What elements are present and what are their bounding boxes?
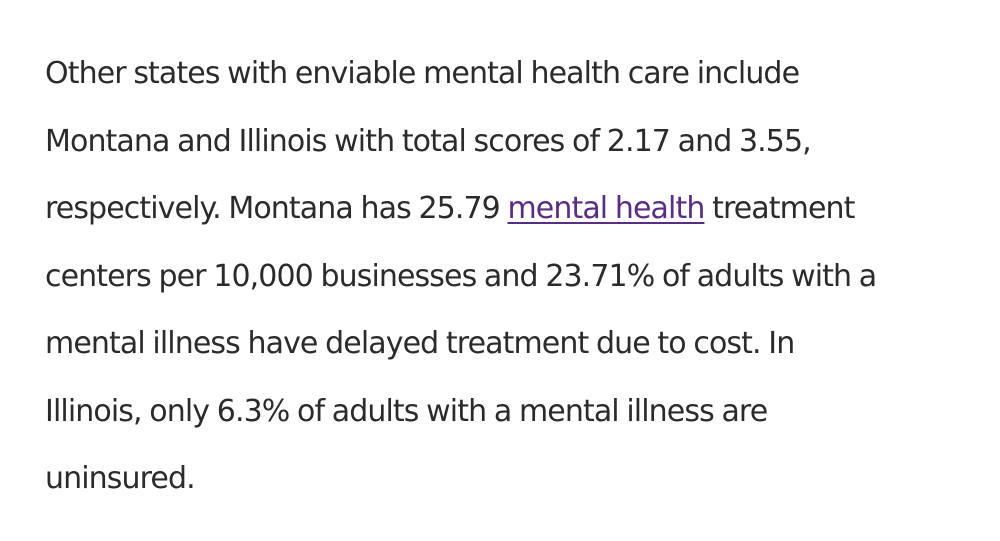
paragraph-line: Other states with enviable mental health… bbox=[45, 56, 800, 91]
paragraph-line: respectively. Montana has 25.79 mental h… bbox=[45, 175, 965, 243]
paragraph-line: centers per 10,000 businesses and 23.71%… bbox=[45, 258, 877, 294]
mental-health-link[interactable]: mental health bbox=[507, 191, 705, 226]
paragraph-line: mental illness have delayed treatment du… bbox=[45, 326, 795, 361]
paragraph-line: uninsured. bbox=[45, 461, 196, 496]
article-paragraph: Other states with enviable mental health… bbox=[45, 40, 965, 513]
paragraph-line: Illinois, only 6.3% of adults with a men… bbox=[45, 393, 768, 429]
text-segment: respectively. Montana has 25.79 bbox=[45, 191, 508, 226]
paragraph-line: Montana and Illinois with total scores o… bbox=[45, 123, 812, 159]
article-body: Other states with enviable mental health… bbox=[45, 40, 965, 513]
text-segment: treatment bbox=[704, 191, 855, 226]
